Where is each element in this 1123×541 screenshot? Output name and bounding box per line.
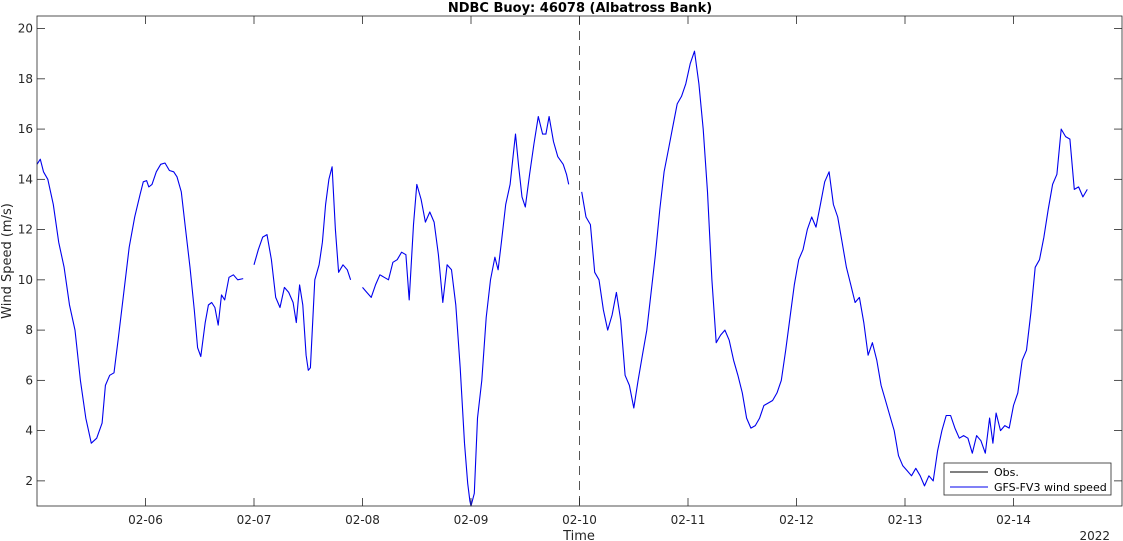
chart-title: NDBC Buoy: 46078 (Albatross Bank) (448, 1, 712, 16)
y-tick-label: 8 (25, 323, 33, 337)
y-axis-label: Wind Speed (m/s) (0, 203, 15, 319)
y-tick-label: 20 (18, 22, 33, 36)
series-line-gfs-fv3 (362, 115, 570, 507)
y-tick-label: 2 (25, 474, 33, 488)
series-line-gfs-fv3 (253, 166, 352, 371)
y-tick-label: 6 (25, 373, 33, 387)
x-tick-label: 02-10 (562, 513, 597, 527)
x-tick-label: 02-11 (671, 513, 706, 527)
series-line-gfs-fv3 (36, 158, 244, 444)
x-tick-label: 02-13 (888, 513, 923, 527)
legend-label-gfs: GFS-FV3 wind speed (994, 481, 1107, 494)
y-tick-label: 14 (18, 172, 33, 186)
y-tick-label: 18 (18, 72, 33, 86)
legend-label-obs: Obs. (994, 466, 1019, 479)
y-tick-label: 4 (25, 424, 33, 438)
x-axis-label: Time (562, 529, 595, 541)
series-line-gfs-fv3 (581, 50, 1088, 487)
x-tick-label: 02-12 (779, 513, 814, 527)
x-tick-label: 02-08 (345, 513, 380, 527)
y-tick-label: 10 (18, 273, 33, 287)
x-tick-label: 02-14 (996, 513, 1031, 527)
year-label: 2022 (1079, 529, 1110, 541)
legend-box (943, 462, 1112, 496)
y-tick-label: 12 (18, 223, 33, 237)
legend: Obs. GFS-FV3 wind speed (943, 462, 1112, 496)
x-tick-label: 02-09 (454, 513, 489, 527)
x-tick-label: 02-06 (128, 513, 163, 527)
y-tick-label: 16 (18, 122, 33, 136)
x-tick-label: 02-07 (237, 513, 272, 527)
